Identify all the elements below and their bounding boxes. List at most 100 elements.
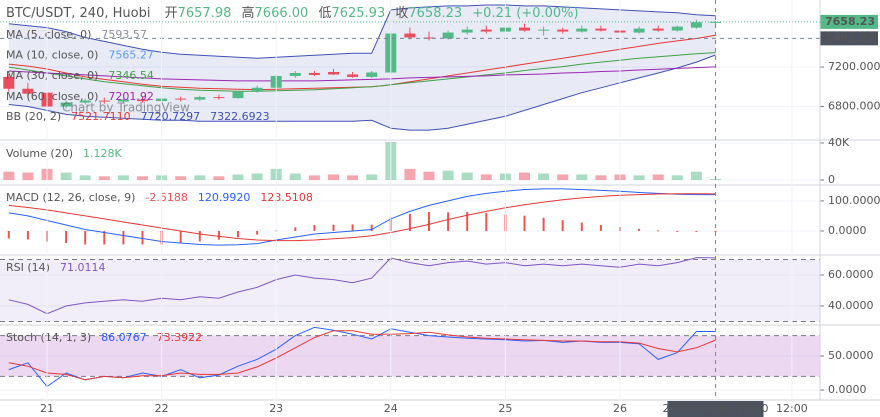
ma-line [8, 52, 716, 92]
macd-line [8, 193, 716, 242]
histogram-bar [256, 230, 259, 235]
crosshair-time-box [667, 401, 764, 417]
volume-bar [442, 170, 454, 180]
histogram-bar [122, 230, 125, 245]
legend-value: 7593.57 [101, 28, 147, 41]
histogram-bar [26, 230, 29, 240]
y-tick-label: 40.0000 [828, 299, 874, 312]
volume-bar [652, 174, 664, 180]
candle-body [404, 33, 416, 38]
watermark: Chart by TradingView [62, 101, 190, 115]
ohlc-value: 7625.93 [331, 6, 385, 21]
volume-bar [175, 176, 187, 180]
histogram-bar [7, 230, 10, 239]
bb-upper [8, 4, 716, 59]
legend-value: 86.0767 [101, 331, 147, 344]
x-tick-label: 12:00 [776, 402, 808, 415]
candle-body [557, 29, 569, 32]
histogram-bar [599, 224, 602, 231]
histogram-bar [523, 215, 526, 231]
volume-bar [423, 171, 435, 180]
legend-value: 7346.54 [108, 69, 154, 82]
legend: Stoch (14, 1, 3) 86.0767 73.3922 [6, 331, 202, 344]
legend-value: 71.0114 [60, 261, 106, 274]
volume-bar [308, 175, 320, 180]
legend-name: MACD (12, 26, close, 9) [6, 191, 135, 204]
volume-bar [576, 174, 588, 180]
histogram-bar [428, 212, 430, 231]
header: BTC/USDT, 240, Huobi 开7657.98 高7666.00 低… [6, 5, 579, 21]
candle-body [652, 28, 664, 31]
legend-name: MA (10, close, 0) [6, 49, 98, 62]
histogram-bar [141, 230, 144, 245]
volume-bar [595, 175, 607, 180]
volume-bar [366, 174, 378, 180]
candle-body [251, 87, 263, 92]
last-price-label: 7658.23 [825, 15, 875, 28]
candle-body [538, 29, 550, 31]
volume-bar [557, 174, 569, 180]
candle-body [137, 99, 148, 102]
ma-line [8, 66, 716, 82]
x-tick-label: 25 [498, 402, 512, 415]
legend: MA (5, close, 0) 7593.57 [6, 28, 147, 41]
candle-body [175, 98, 187, 100]
y-tick-label: 100.0000 [828, 194, 880, 207]
candle-body [98, 100, 110, 102]
volume-bar [347, 175, 359, 180]
histogram-bar [332, 224, 335, 231]
histogram-bar [676, 230, 679, 232]
legend-value: 7565.27 [108, 49, 154, 62]
macd-line [8, 188, 716, 246]
histogram-bar [542, 217, 545, 231]
histogram-bar [294, 227, 297, 231]
candle-body [710, 21, 721, 23]
volume-bar [137, 176, 148, 180]
x-tick-label: 26 [613, 402, 627, 415]
candle-body [328, 71, 339, 75]
y-tick-label: 0.0000 [828, 383, 867, 396]
histogram-bar [237, 230, 239, 238]
legend: MACD (12, 26, close, 9) -2.5188 120.9920 12… [6, 191, 313, 204]
ohlc-key: 低 [318, 6, 331, 21]
candle-body [595, 28, 607, 31]
legend-name: BB (20, 2) [6, 110, 61, 123]
y-tick-label: 6800.000 [828, 99, 880, 112]
ohlc-value: 7658.23 [408, 6, 462, 21]
legend-value: 7720.7297 [141, 110, 201, 123]
legend-name: MA (60, close, 0) [6, 90, 98, 103]
histogram-bar [657, 230, 660, 232]
legend: Volume (20) 1.128K [6, 147, 122, 160]
candle-body [22, 88, 34, 94]
volume-bar [633, 175, 645, 180]
candle-body [60, 102, 72, 107]
x-tick-label: 21 [40, 402, 54, 415]
legend-value: 73.3922 [157, 331, 203, 344]
y-tick-label: 60.0000 [828, 268, 874, 281]
volume-bar [671, 175, 683, 180]
candle-body [308, 72, 320, 75]
histogram-bar [103, 230, 106, 245]
legend: BB (20, 2) 7521.7110 7720.7297 7322.6923 [6, 110, 270, 123]
volume-bar [251, 173, 263, 180]
histogram-bar [179, 230, 182, 243]
candle-body [289, 72, 301, 76]
legend-name: Stoch (14, 1, 3) [6, 331, 91, 344]
volume-bar [289, 173, 301, 180]
candle-body [3, 76, 15, 89]
histogram-bar [65, 230, 68, 243]
ohlc-key: 收 [395, 6, 408, 21]
legend: MA (10, close, 0) 7565.27 [6, 49, 154, 62]
legend-value: 123.5108 [260, 191, 313, 204]
ohlc-key: 开 [165, 6, 178, 21]
volume-bar [79, 175, 91, 180]
histogram-bar [580, 222, 583, 231]
candle-body [194, 97, 206, 100]
legend-name: MA (30, close, 0) [6, 69, 98, 82]
volume-bar [213, 176, 225, 180]
change: +0.21 (+0.00%) [472, 6, 578, 21]
x-tick-label: 24 [384, 402, 398, 415]
candle-body [347, 74, 359, 77]
